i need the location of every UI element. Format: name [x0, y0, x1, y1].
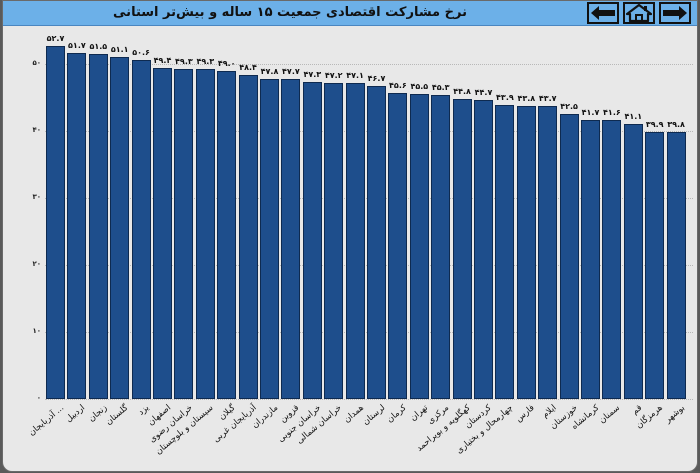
x-category-label: ... آذربایجان [26, 403, 66, 439]
bar-value-label: ۴۵.۶ [389, 81, 407, 91]
bar[interactable] [260, 78, 279, 399]
bar[interactable] [324, 82, 344, 399]
bar-value-label: ۴۷.۸ [260, 66, 279, 76]
x-category-label: گلستان [103, 403, 131, 428]
gridline [45, 399, 693, 400]
bar-value-label: ۴۸.۴ [239, 62, 257, 72]
x-category-label: قم [629, 403, 644, 417]
bar[interactable] [516, 105, 536, 399]
bar-value-label: ۴۲.۵ [560, 102, 578, 112]
y-tick-label: ۳۰ [32, 193, 41, 201]
bar-value-label: ۴۷.۱ [346, 71, 364, 81]
bar[interactable] [302, 82, 322, 399]
bar[interactable] [474, 99, 493, 399]
bar[interactable] [495, 104, 515, 399]
bar-value-label: ۴۴.۷ [474, 87, 493, 97]
x-category-label: بوشهر [662, 403, 687, 426]
bar-value-label: ۴۳.۹ [496, 92, 514, 102]
bar[interactable] [623, 123, 643, 399]
bar[interactable] [538, 106, 558, 399]
y-tick-label: ۲۰ [32, 260, 41, 268]
bar[interactable] [602, 120, 622, 399]
bar-value-label: ۴۱.۶ [603, 108, 621, 118]
home-button[interactable] [623, 2, 655, 24]
bar-value-label: ۵۲.۷ [46, 33, 65, 43]
bar-value-label: ۴۹.۳ [175, 56, 193, 66]
arrow-right-icon [663, 6, 687, 20]
bar[interactable] [238, 74, 258, 399]
bar[interactable] [217, 70, 237, 399]
bar[interactable] [367, 86, 386, 399]
bar-value-label: ۴۷.۲ [324, 70, 343, 80]
bar[interactable] [409, 94, 429, 399]
bar[interactable] [46, 45, 65, 399]
y-tick-label: ۴۰ [32, 126, 41, 134]
bar[interactable] [345, 83, 365, 399]
bar-value-label: ۴۵.۵ [410, 82, 429, 92]
bar-value-label: ۴۵.۳ [431, 83, 450, 93]
forward-button[interactable] [659, 2, 691, 24]
bar[interactable] [388, 93, 408, 399]
chart-title: نرخ مشارکت اقتصادی جمعیت ۱۵ ساله و بیش‌ت… [113, 5, 467, 20]
bar[interactable] [67, 52, 87, 399]
gridline [45, 64, 693, 65]
bar-value-label: ۴۹.۴ [153, 56, 172, 66]
bar-value-label: ۴۳.۸ [517, 93, 536, 103]
x-category-label: سمنان [597, 403, 623, 426]
x-category-label: کرمان [384, 403, 409, 425]
x-category-label: یزد [136, 403, 152, 418]
bar[interactable] [666, 132, 686, 399]
bar-value-label: ۵۱.۷ [68, 40, 86, 50]
y-tick-label: ۵۰ [32, 59, 41, 67]
bar[interactable] [174, 68, 194, 399]
home-icon [626, 4, 652, 22]
bar-value-label: ۴۹.۳ [196, 56, 215, 66]
bar-value-label: ۳۹.۹ [645, 119, 664, 129]
bar[interactable] [281, 79, 301, 399]
bar[interactable] [645, 131, 665, 399]
bar-value-label: ۴۹.۰ [217, 58, 236, 68]
bar-value-label: ۴۳.۷ [538, 94, 557, 104]
bar[interactable] [131, 59, 151, 399]
bar[interactable] [195, 68, 215, 399]
back-button[interactable] [587, 2, 619, 24]
bar-value-label: ۴۱.۷ [581, 107, 600, 117]
bar[interactable] [452, 98, 472, 399]
x-category-label: اردبیل [64, 403, 88, 425]
x-category-label: لرستان [360, 403, 387, 428]
bar-value-label: ۵۱.۵ [89, 41, 108, 51]
bar-chart: ۰ ۱۰ ۲۰ ۳۰ ۴۰ ۵۰ ۵۲.۷ ... آذربایجان ۵۱.۷ اردبیل ۵۱… [3, 25, 697, 471]
bar[interactable] [431, 95, 451, 399]
bar[interactable] [153, 68, 172, 399]
x-category-label: فارس [514, 403, 537, 425]
bar-value-label: ۴۴.۸ [453, 86, 471, 96]
bar[interactable] [581, 119, 600, 399]
title-bar: نرخ مشارکت اقتصادی جمعیت ۱۵ ساله و بیش‌ت… [3, 1, 697, 26]
bar[interactable] [88, 53, 108, 399]
bar-value-label: ۵۰.۶ [132, 47, 150, 57]
bar-value-label: ۵۱.۱ [110, 44, 129, 54]
bar-value-label: ۴۷.۷ [282, 67, 300, 77]
bar[interactable] [110, 56, 130, 399]
bar-value-label: ۴۷.۳ [303, 70, 322, 80]
y-tick-label: ۰ [36, 394, 41, 402]
bar-value-label: ۴۱.۱ [624, 111, 643, 121]
bar[interactable] [559, 114, 579, 399]
bar-value-label: ۳۹.۸ [667, 120, 685, 130]
y-tick-label: ۱۰ [32, 327, 41, 335]
arrow-left-icon [591, 6, 615, 20]
bar-value-label: ۴۶.۷ [367, 74, 386, 84]
